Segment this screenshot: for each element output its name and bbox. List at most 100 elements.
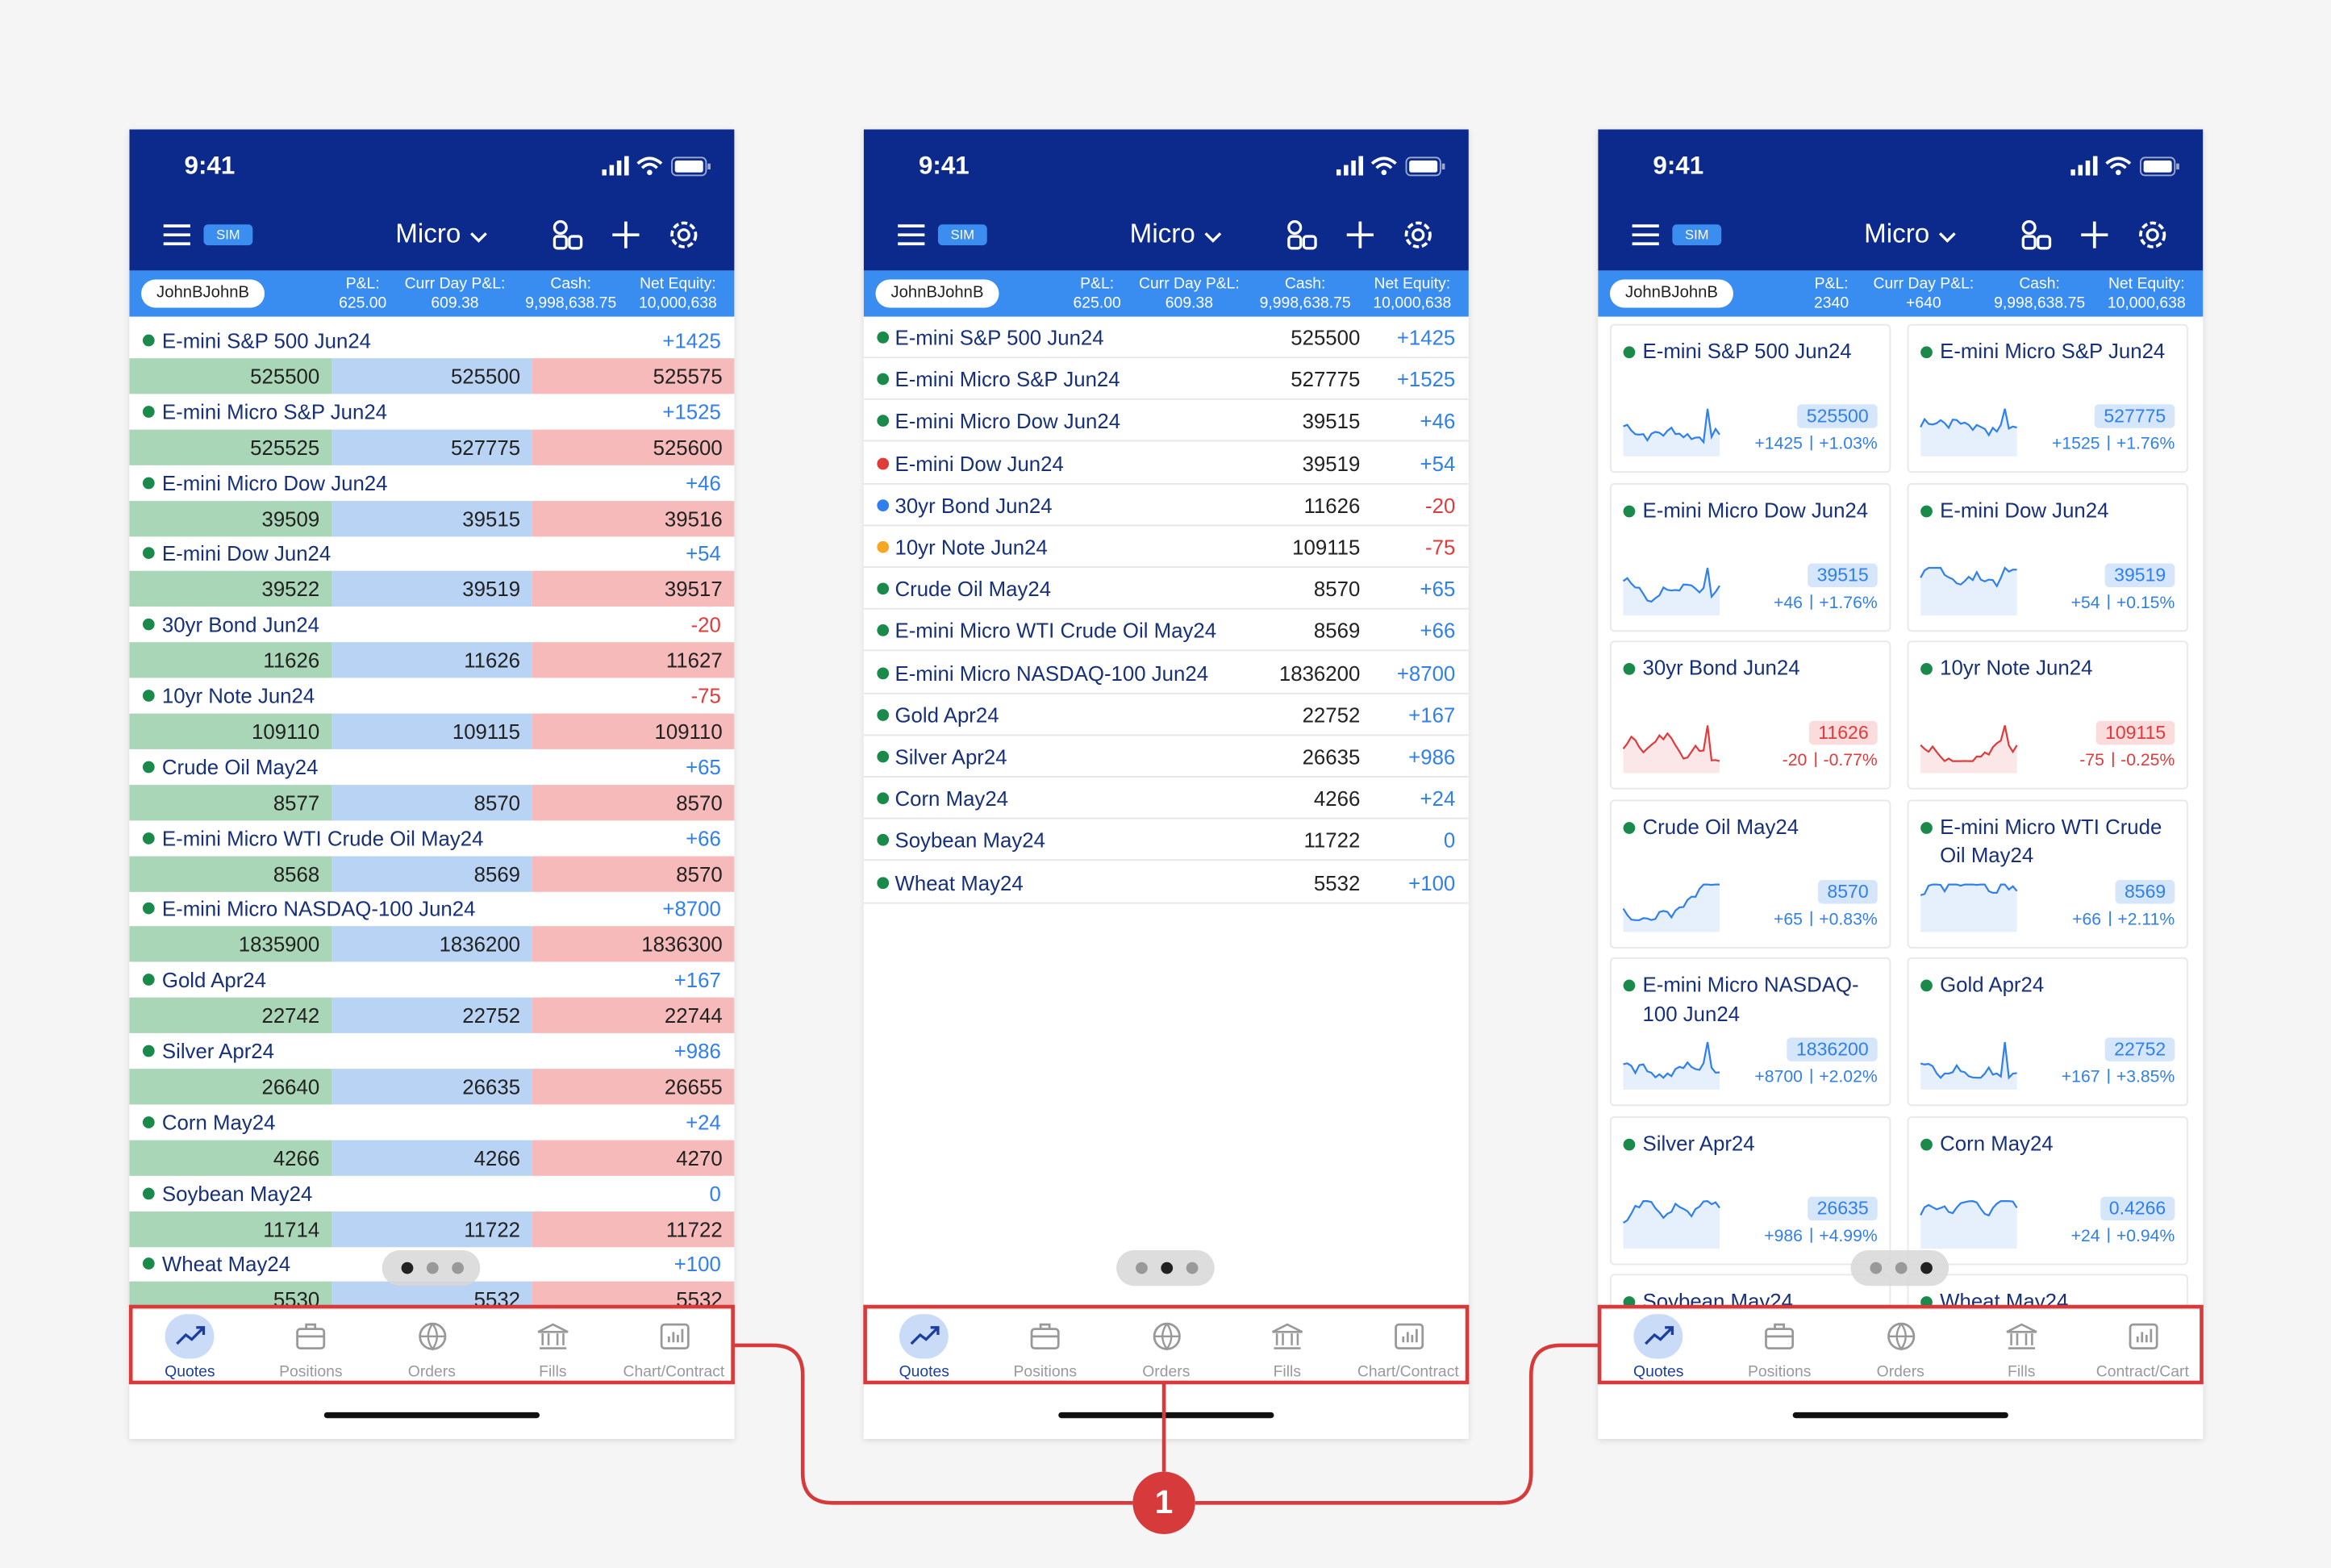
quote-row[interactable]: Crude Oil May24 8570 +65 (863, 568, 1469, 610)
quote-row[interactable]: 10yr Note Jun24 109115 -75 (863, 526, 1469, 569)
status-dot (142, 832, 155, 844)
tab[interactable]: Orders (1106, 1310, 1227, 1384)
quote-card[interactable]: E-mini Micro S&P Jun24 527775 +1525 +1.76% (1907, 323, 2188, 473)
quote-row[interactable]: E-mini Dow Jun24 +54 39522 39519 39517 (129, 536, 735, 607)
quote-row[interactable]: Silver Apr24 26635 +986 (863, 736, 1469, 778)
tab[interactable]: Quotes (864, 1310, 985, 1384)
settings-button[interactable] (2136, 219, 2169, 259)
tab-bar: Quotes Positions Orders Fills Chart/Contract (129, 1307, 735, 1384)
contract-name: Soybean May24 (894, 828, 1045, 853)
quote-card[interactable]: Crude Oil May24 8570 +65 +0.83% (1609, 799, 1891, 948)
icon-part (624, 156, 629, 176)
quote-row[interactable]: E-mini Micro Dow Jun24 39515 +46 (863, 400, 1469, 443)
quote-row[interactable]: E-mini Dow Jun24 39519 +54 (863, 442, 1469, 485)
quote-row[interactable]: Wheat May24 5532 +100 (863, 861, 1469, 903)
quote-card[interactable]: E-mini S&P 500 Jun24 525500 +1425 +1.03% (1609, 323, 1891, 473)
quote-row[interactable]: Soybean May24 11722 0 (863, 819, 1469, 861)
user-pill[interactable]: JohnBJohnB (141, 279, 265, 308)
quote-row[interactable]: E-mini Micro WTI Crude Oil May24 8569 +66 (863, 610, 1469, 652)
quote-row[interactable]: Gold Apr24 22752 +167 (863, 694, 1469, 736)
quote-card[interactable]: Silver Apr24 26635 +986 +4.99% (1609, 1116, 1891, 1265)
add-button[interactable] (2079, 219, 2112, 259)
tab-icon (2004, 1321, 2040, 1358)
add-button[interactable] (1344, 219, 1377, 259)
price-badge: 39519 (2105, 562, 2175, 587)
ask-cell: 22744 (532, 997, 735, 1034)
tab[interactable]: Quotes (1598, 1310, 1719, 1384)
quote-card[interactable]: 30yr Bond Jun24 11626 -20 -0.77% (1609, 640, 1891, 790)
net-change: +54 (2070, 594, 2100, 612)
user-pill[interactable]: JohnBJohnB (875, 279, 999, 308)
quote-row[interactable]: E-mini S&P 500 Jun24 +1425 525500 525500 525… (129, 323, 735, 394)
tab[interactable]: Quotes (129, 1310, 250, 1384)
tab[interactable]: Orders (371, 1310, 492, 1384)
quote-card[interactable]: 10yr Note Jun24 109115 -75 -0.25% (1907, 640, 2188, 790)
tab[interactable]: Fills (1227, 1310, 1348, 1384)
quote-row[interactable]: E-mini Micro Dow Jun24 +46 39509 39515 39516 (129, 465, 735, 536)
separator (2112, 752, 2113, 767)
menu-button[interactable] (896, 223, 926, 254)
quote-row[interactable]: Corn May24 +24 4266 4266 4270 (129, 1104, 735, 1176)
quote-card[interactable]: Soybean May24 (1609, 1274, 1891, 1308)
quote-row[interactable]: 10yr Note Jun24 -75 109110 109115 109110 (129, 678, 735, 749)
quote-row[interactable]: Silver Apr24 +986 26640 26635 26655 (129, 1033, 735, 1105)
quote-row[interactable]: E-mini Micro S&P Jun24 527775 +1525 (863, 359, 1469, 401)
sparkline (1612, 800, 1730, 941)
percent-change: +3.85% (2116, 1069, 2175, 1087)
menu-button[interactable] (1631, 223, 1661, 254)
tab[interactable]: Contract/Cart (2082, 1310, 2203, 1384)
percent-change: +1.76% (1819, 594, 1878, 612)
quote-card[interactable]: E-mini Micro Dow Jun24 39515 +46 +1.76% (1609, 482, 1891, 632)
quote-card[interactable]: E-mini Micro NASDAQ-100 Jun24 1836200 +870… (1609, 957, 1891, 1107)
quote-card[interactable]: E-mini Micro WTI Crude Oil May24 8569 +66 +… (1907, 799, 2188, 948)
change-line: +1425 +1.03% (1754, 435, 1878, 453)
add-button[interactable] (610, 219, 643, 259)
quote-row[interactable]: 30yr Bond Jun24 11626 -20 (863, 484, 1469, 527)
icon-part (1204, 231, 1222, 243)
icon-part (1920, 565, 2017, 615)
tab-bar: Quotes Positions Orders Fills Chart/Contract (863, 1307, 1469, 1384)
user-pill[interactable]: JohnBJohnB (1609, 279, 1733, 308)
tab[interactable]: Chart/Contract (613, 1310, 734, 1384)
account-selector[interactable]: Micro (1086, 219, 1265, 251)
tab[interactable]: Fills (492, 1310, 613, 1384)
quote-card[interactable]: Wheat May24 (1907, 1274, 2188, 1308)
tab[interactable]: Orders (1840, 1310, 1961, 1384)
tab[interactable]: Positions (250, 1310, 371, 1384)
icon-part (2128, 1323, 2158, 1349)
icon-part (2139, 221, 2166, 248)
icon-part (1404, 221, 1432, 248)
tab-icon (2125, 1321, 2161, 1358)
quote-row[interactable]: Crude Oil May24 +65 8577 8570 8570 (129, 749, 735, 820)
quote-row[interactable]: E-mini Micro S&P Jun24 +1525 525525 527775 5… (129, 394, 735, 465)
menu-button[interactable] (162, 223, 192, 254)
layout-button[interactable] (552, 219, 585, 259)
quote-row[interactable]: 30yr Bond Jun24 -20 11626 11626 11627 (129, 607, 735, 678)
layout-button[interactable] (1286, 219, 1319, 259)
layout-button[interactable] (2020, 219, 2054, 259)
quote-row[interactable]: E-mini Micro NASDAQ-100 Jun24 +8700 183590… (129, 891, 735, 963)
icon-part (2006, 1323, 2037, 1349)
tab[interactable]: Chart/Contract (1348, 1310, 1469, 1384)
quote-row[interactable]: E-mini S&P 500 Jun24 525500 +1425 (863, 317, 1469, 359)
last-price: 5532 (1313, 870, 1361, 895)
icon-part (1404, 221, 1432, 248)
quote-row[interactable]: E-mini Micro WTI Crude Oil May24 +66 8568 8… (129, 820, 735, 892)
tab[interactable]: Positions (985, 1310, 1106, 1384)
settings-button[interactable] (1402, 219, 1435, 259)
tab[interactable]: Fills (1961, 1310, 2082, 1384)
quote-row[interactable]: Gold Apr24 +167 22742 22752 22744 (129, 962, 735, 1034)
account-selector[interactable]: Micro (352, 219, 531, 251)
page-dot (426, 1261, 439, 1274)
quote-card[interactable]: Gold Apr24 22752 +167 +3.85% (1907, 957, 2188, 1107)
quote-row[interactable]: Wheat May24 +100 5530 5532 5532 (129, 1246, 735, 1308)
quote-row[interactable]: Soybean May24 0 11714 11722 11722 (129, 1175, 735, 1247)
tab[interactable]: Positions (1719, 1310, 1840, 1384)
settings-button[interactable] (668, 219, 701, 259)
account-selector[interactable]: Micro (1821, 219, 1999, 251)
quote-card[interactable]: E-mini Dow Jun24 39519 +54 +0.15% (1907, 482, 2188, 632)
icon-part (898, 224, 925, 246)
quote-card[interactable]: Corn May24 0.4266 +24 +0.94% (1907, 1116, 2188, 1265)
quote-row[interactable]: E-mini Micro NASDAQ-100 Jun24 1836200 +870… (863, 652, 1469, 694)
quote-row[interactable]: Corn May24 4266 +24 (863, 778, 1469, 819)
